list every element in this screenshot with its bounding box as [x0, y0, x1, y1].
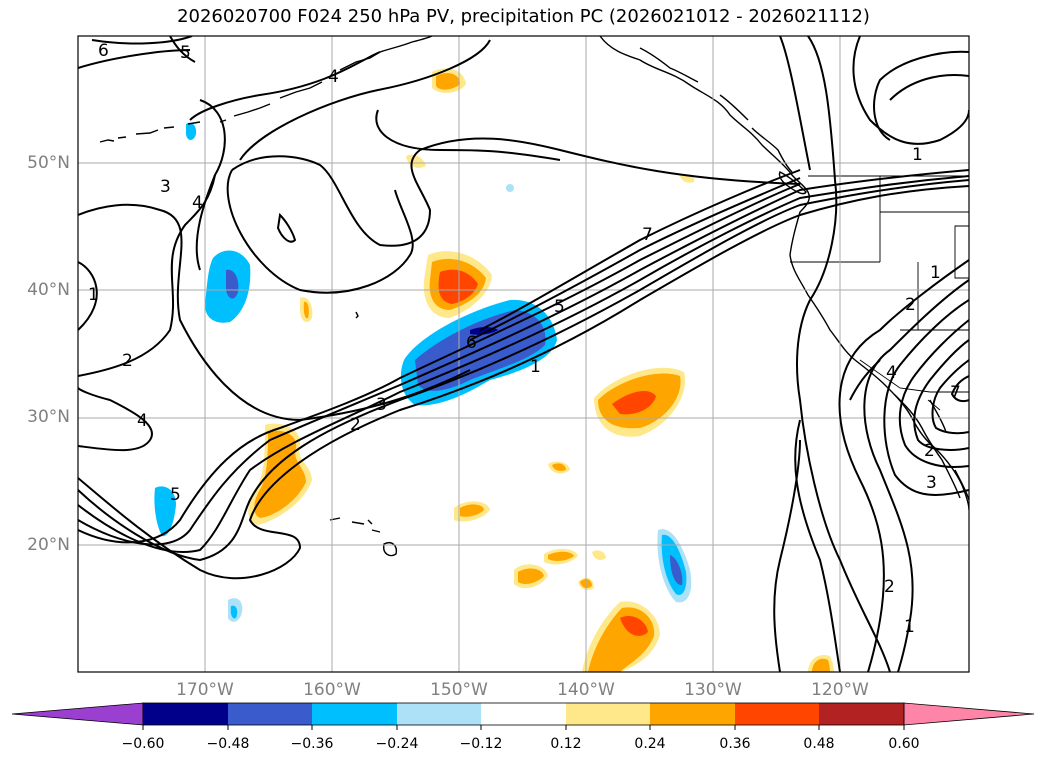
pv-label: 7: [642, 225, 653, 245]
pv-label: 5: [554, 297, 565, 317]
gridlines: [78, 36, 969, 672]
pv-label: 3: [160, 177, 171, 197]
colorbar-swatch: [397, 703, 481, 725]
colorbar-tick-label: −0.36: [290, 736, 334, 752]
lat-label: 50°N: [27, 153, 70, 173]
colorbar-tick-label: −0.24: [375, 736, 419, 752]
colorbar-over-arrow: [903, 702, 1035, 726]
pv-label: 4: [137, 411, 148, 431]
lat-label: 40°N: [27, 280, 70, 300]
lon-label: 170°W: [176, 680, 234, 700]
colorbar-tick-label: −0.48: [206, 736, 250, 752]
pv-label: 4: [886, 363, 897, 383]
pv-label: 1: [930, 263, 941, 283]
pv-label: 5: [170, 485, 181, 505]
lon-label: 160°W: [303, 680, 361, 700]
pv-label: 1: [88, 285, 99, 305]
lat-label: 30°N: [27, 407, 70, 427]
pv-label: 5: [180, 43, 191, 63]
pv-label: 3: [926, 473, 937, 493]
pv-label: 4: [328, 67, 339, 87]
colorbar-tick-label: −0.12: [459, 736, 503, 752]
pv-label: 2: [924, 441, 935, 461]
colorbar-swatch: [650, 703, 735, 725]
colorbar-tick-label: 0.48: [803, 736, 835, 752]
pv-label: 2: [350, 415, 361, 435]
lon-label: 140°W: [557, 680, 615, 700]
pv-contour-labels: 6 5 4 3 4 1 2 4 5 7 5 6 1 3 2 1 2 4 7 2 …: [88, 41, 961, 637]
colorbar-swatch: [312, 703, 397, 725]
colorbar-tick-label: 0.24: [634, 736, 666, 752]
pv-label: 1: [912, 145, 923, 165]
pv-label: 2: [905, 295, 916, 315]
map-frame: [77, 35, 970, 673]
pv-label: 3: [376, 395, 387, 415]
lat-label: 20°N: [27, 535, 70, 555]
lon-label: 130°W: [684, 680, 742, 700]
colorbar-swatch: [819, 703, 904, 725]
pv-label: 6: [466, 333, 477, 353]
colorbar-swatch: [566, 703, 650, 725]
colorbar-swatch: [228, 703, 312, 725]
pv-label: 4: [192, 193, 203, 213]
pv-label: 2: [884, 577, 895, 597]
lon-label: 120°W: [811, 680, 869, 700]
lon-label: 150°W: [430, 680, 488, 700]
map-title: 2026020700 F024 250 hPa PV, precipitatio…: [177, 6, 870, 27]
colorbar-swatch: [143, 703, 228, 725]
colorbar-tick-label: 0.12: [550, 736, 582, 752]
precip-shading: [154, 68, 834, 672]
pv-label: 2: [122, 351, 133, 371]
colorbar: [11, 702, 1035, 730]
colorbar-swatch: [481, 703, 566, 725]
pv-label: 7: [950, 383, 961, 403]
pv-contours: [78, 36, 969, 672]
colorbar-tick-label: 0.36: [719, 736, 751, 752]
colorbar-swatch: [735, 703, 819, 725]
colorbar-under-arrow: [11, 702, 144, 726]
precip-negative-southwest: [154, 486, 176, 537]
colorbar-tick-label: −0.60: [121, 736, 165, 752]
colorbar-tick-label: 0.60: [888, 736, 920, 752]
pv-label: 1: [904, 617, 915, 637]
coastlines: [99, 36, 969, 557]
pv-label: 6: [98, 41, 109, 61]
pv-label: 1: [530, 357, 541, 377]
